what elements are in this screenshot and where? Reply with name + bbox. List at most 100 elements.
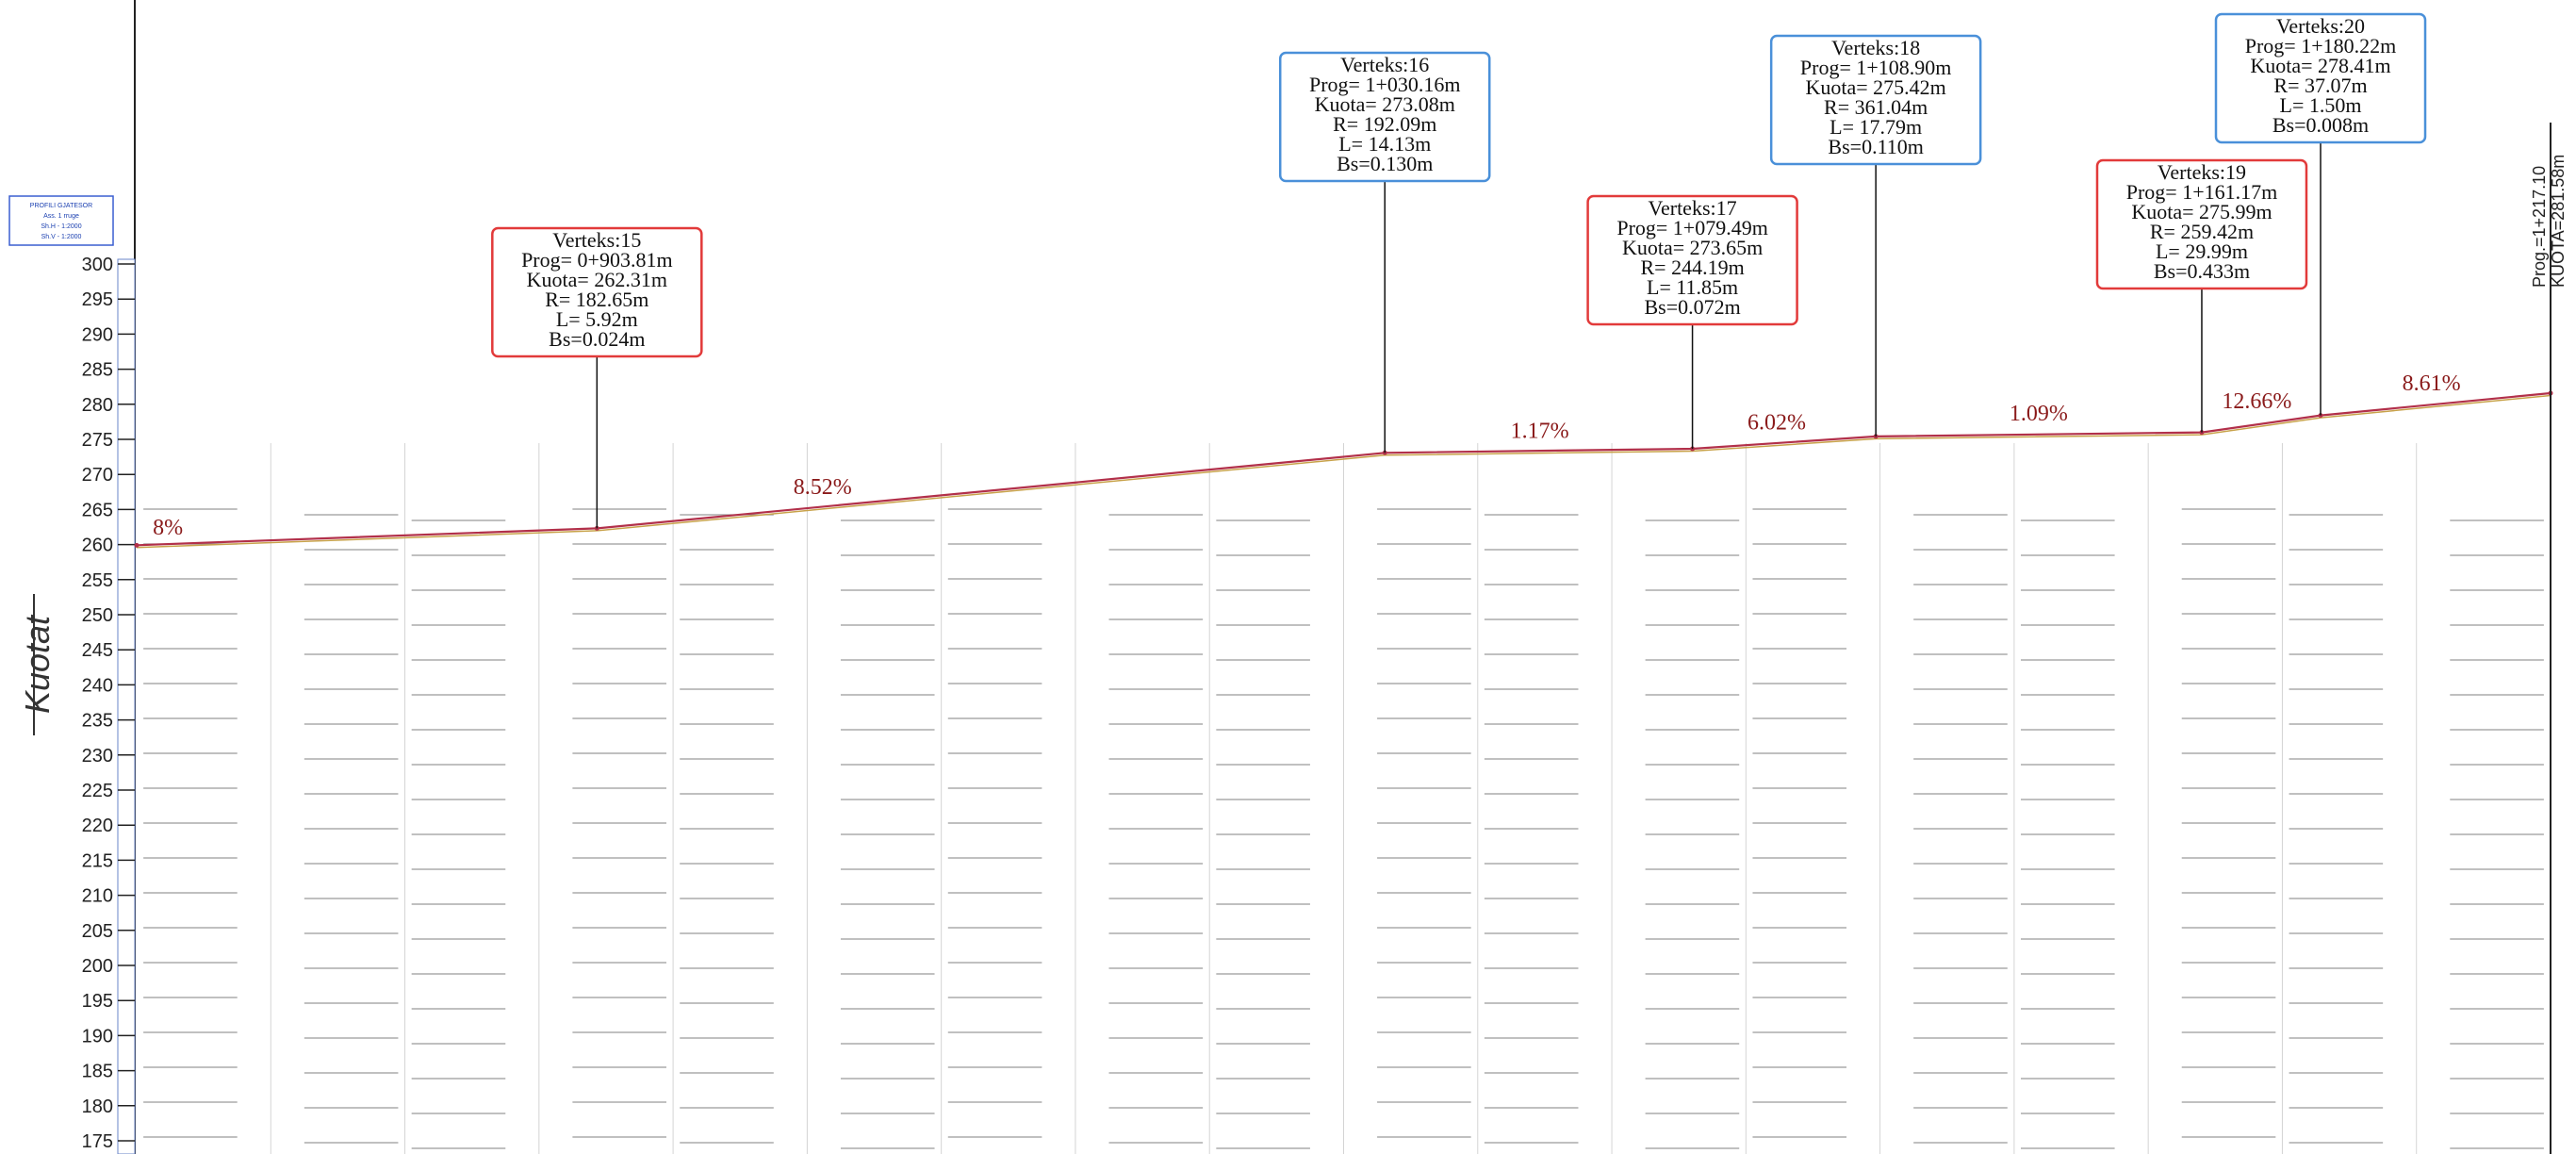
- vertex-bs-text: Bs=0.008m: [2272, 113, 2369, 137]
- grade-label: 1.17%: [1511, 419, 1569, 443]
- y-tick-label: 285: [82, 360, 113, 381]
- vertex-r-text: R= 361.04m: [1824, 95, 1928, 119]
- y-tick-label: 255: [82, 570, 113, 591]
- grade-label: 8.52%: [794, 475, 852, 500]
- vertex-prog-text: Prog= 0+903.81m: [521, 248, 673, 272]
- grade-label: 1.09%: [2010, 402, 2068, 426]
- vertex-r-text: R= 37.07m: [2273, 74, 2367, 97]
- grade-label: 12.66%: [2222, 389, 2291, 414]
- legend-frame: [8, 195, 114, 246]
- vertex-prog-text: Prog= 1+108.90m: [1800, 56, 1952, 79]
- y-tick-label: 210: [82, 886, 113, 907]
- y-tick-label: 260: [82, 536, 113, 556]
- vertex-bs-text: Bs=0.130m: [1337, 152, 1433, 175]
- vertex-box: [1278, 51, 1491, 183]
- vertex-bs-text: Bs=0.110m: [1828, 135, 1923, 158]
- vertex-box: [1586, 194, 1798, 326]
- y-axis-title: Kuotat: [18, 614, 57, 714]
- vertex-kuota-text: Kuota= 273.08m: [1315, 92, 1455, 116]
- vertex-box: [2095, 158, 2308, 290]
- legend-line-4: Sh.V - 1:2000: [41, 234, 82, 240]
- vertex-bs-text: Bs=0.433m: [2154, 259, 2250, 283]
- y-tick-label: 270: [82, 465, 113, 486]
- vertex-prog-text: Prog= 1+079.49m: [1616, 216, 1768, 239]
- y-tick-label: 235: [82, 711, 113, 732]
- grid-layer: [143, 443, 2544, 1154]
- legend-line-2: Ass. 1 rruge: [43, 213, 79, 220]
- vertex-l-text: L= 29.99m: [2156, 239, 2248, 263]
- vertex-id-text: Verteks:17: [1649, 196, 1737, 220]
- vertex-l-text: L= 14.13m: [1338, 132, 1431, 156]
- vertex-id-text: Verteks:16: [1340, 53, 1429, 76]
- vertex-bs-text: Bs=0.072m: [1644, 295, 1740, 319]
- vertex-kuota-text: Kuota= 275.42m: [1806, 75, 1946, 99]
- vertex-box: [491, 226, 703, 358]
- vertex-id-text: Verteks:15: [552, 228, 641, 252]
- vertex-r-text: R= 192.09m: [1333, 112, 1436, 136]
- y-tick-label: 205: [82, 921, 113, 942]
- y-tick-label: 200: [82, 956, 113, 977]
- y-tick-label: 190: [82, 1026, 113, 1047]
- vertex-box: [2214, 12, 2427, 144]
- legend-line-1: PROFILI GJATESOR: [30, 203, 92, 209]
- vertex-prog-text: Prog= 1+030.16m: [1309, 73, 1461, 96]
- y-tick-label: 250: [82, 605, 113, 626]
- grade-label: 6.02%: [1747, 411, 1806, 436]
- vertex-prog-text: Prog= 1+161.17m: [2126, 180, 2278, 204]
- profile-legend: PROFILI GJATESOR Ass. 1 rruge Sh.H - 1:2…: [8, 195, 114, 246]
- y-tick-label: 195: [82, 991, 113, 1012]
- y-tick-label: 240: [82, 675, 113, 696]
- profile-layer: [134, 390, 2553, 549]
- y-axis-scale-strip: [117, 258, 136, 1154]
- vertex-kuota-text: Kuota= 275.99m: [2131, 200, 2272, 223]
- y-tick-label: 225: [82, 781, 113, 801]
- vertex-l-text: L= 1.50m: [2280, 93, 2362, 117]
- end-station-kuota: KUOTA=281.58m: [2549, 155, 2568, 288]
- y-tick-layer: 300 295 290 285 280 275 270 265 260 255 250 245 240 2…: [82, 255, 135, 1152]
- end-station-prog: Prog.=1+217.10: [2530, 166, 2549, 288]
- grade-label: 8%: [153, 516, 183, 540]
- ground-line: [136, 394, 2551, 549]
- grade-label: 8.61%: [2403, 371, 2461, 396]
- y-tick-label: 215: [82, 850, 113, 871]
- y-tick-label: 245: [82, 640, 113, 661]
- y-tick-label: 295: [82, 289, 113, 310]
- grade-label-layer: 8% 8.52% 1.17% 6.02% 1.09% 12.66% 8.61%: [153, 371, 2461, 540]
- vertex-id-text: Verteks:18: [1831, 36, 1920, 59]
- vertex-r-text: R= 244.19m: [1640, 256, 1744, 279]
- y-tick-label: 265: [82, 500, 113, 520]
- vertex-kuota-text: Kuota= 262.31m: [527, 268, 667, 291]
- vertex-r-text: R= 259.42m: [2150, 220, 2254, 243]
- vertex-kuota-text: Kuota= 278.41m: [2250, 54, 2390, 77]
- y-tick-label: 290: [82, 324, 113, 345]
- vertex-id-text: Verteks:19: [2158, 160, 2246, 184]
- vertex-l-text: L= 17.79m: [1829, 115, 1922, 139]
- y-tick-label: 175: [82, 1131, 113, 1152]
- y-tick-label: 185: [82, 1062, 113, 1082]
- y-tick-label: 275: [82, 430, 113, 451]
- y-tick-label: 230: [82, 746, 113, 767]
- vertex-prog-text: Prog= 1+180.22m: [2245, 34, 2397, 58]
- vertex-l-text: L= 5.92m: [556, 307, 638, 331]
- vertex-kuota-text: Kuota= 273.65m: [1622, 236, 1763, 259]
- y-tick-label: 280: [82, 395, 113, 416]
- y-tick-label: 220: [82, 816, 113, 836]
- vertex-r-text: R= 182.65m: [545, 288, 648, 311]
- profile-point: [134, 542, 139, 548]
- legend-line-3: Sh.H - 1:2000: [41, 223, 81, 230]
- profile-line: [136, 391, 2551, 547]
- vertex-l-text: L= 11.85m: [1647, 275, 1738, 299]
- vertex-box: [1769, 34, 1982, 166]
- vertex-id-text: Verteks:20: [2276, 14, 2365, 38]
- y-tick-label: 300: [82, 255, 113, 275]
- vertex-bs-text: Bs=0.024m: [549, 327, 645, 351]
- y-tick-label: 180: [82, 1096, 113, 1117]
